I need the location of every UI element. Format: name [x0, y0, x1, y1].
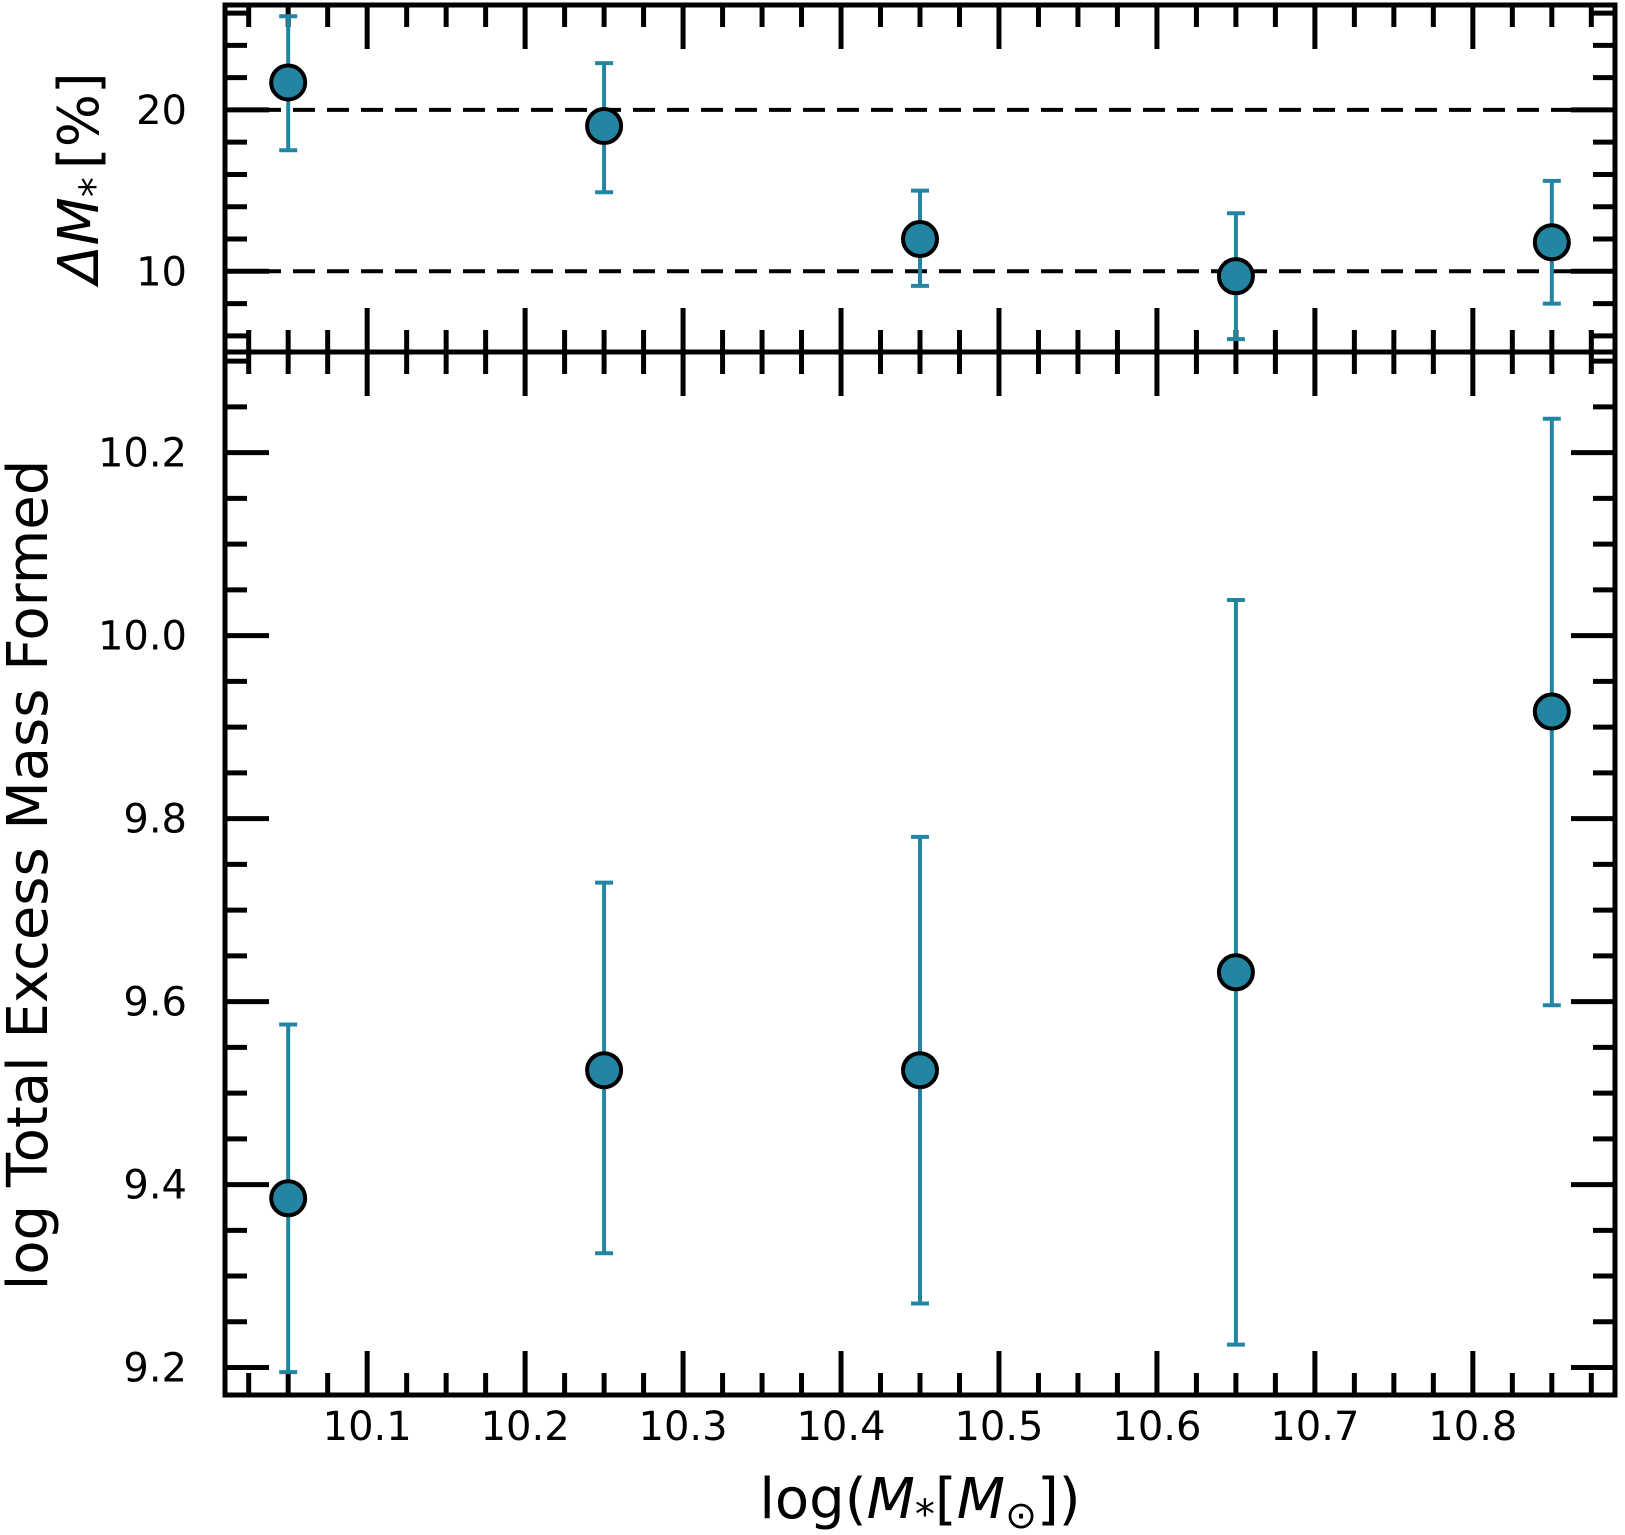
bottom-panel-x-tick-label: 10.5 [954, 1404, 1043, 1450]
bottom-panel-ticks [225, 352, 1615, 1395]
xlabel-prefix: log( [759, 1467, 866, 1532]
xlabel-open: [ [935, 1467, 957, 1532]
xlabel-sun-sub: ⊙ [1005, 1493, 1037, 1535]
bottom-panel: 9.29.49.69.810.010.2 10.1 10.2 10.3 10.4 10.… [0, 349, 1618, 1535]
top-panel-data-point [1216, 257, 1255, 296]
xlabel-sun: M [957, 1467, 1005, 1532]
top-panel-y-axis-title: ΔM* [%] [47, 72, 118, 288]
top-panel-y-tick-label: 10 [136, 249, 187, 295]
bottom-panel-y-tick-label: 9.6 [123, 980, 187, 1026]
top-ylabel-var: M [47, 197, 112, 245]
top-panel-data-point [269, 63, 308, 102]
top-panel-frame [222, 2, 1618, 355]
xlabel-close: ]) [1037, 1467, 1081, 1532]
bottom-panel-y-tick-label: 9.8 [123, 797, 187, 843]
top-panel-markers [269, 63, 1571, 296]
bottom-panel-x-tick-labels: 10.1 10.2 10.3 10.4 10.5 10.6 10.7 10.8 [323, 1404, 1518, 1450]
bottom-panel-y-axis-title: log Total Excess Mass Formed [0, 460, 61, 1291]
top-panel-y-tick-label: 20 [136, 88, 187, 134]
bottom-panel-frame [222, 349, 1618, 1398]
top-panel-data-point [901, 220, 939, 259]
bottom-panel-x-tick-label: 10.8 [1428, 1404, 1517, 1450]
top-ylabel-unit: [%] [47, 72, 112, 169]
bottom-panel-x-tick-label: 10.4 [796, 1404, 885, 1450]
bottom-panel-x-tick-label: 10.7 [1270, 1404, 1359, 1450]
bottom-panel-data-point [585, 1051, 624, 1090]
bottom-panel-data-point [1532, 692, 1571, 731]
top-ylabel-delta: Δ [47, 245, 112, 287]
top-panel-data-point [585, 107, 624, 146]
bottom-panel-y-tick-label: 9.2 [123, 1346, 187, 1392]
top-panel-error-bars [279, 14, 1561, 342]
top-panel-data-point [1532, 223, 1571, 262]
bottom-panel-data-point [269, 1179, 308, 1218]
top-ylabel-sub: * [72, 177, 118, 197]
bottom-panel-error-bars [279, 416, 1561, 1375]
top-panel-ticks [225, 5, 1615, 352]
bottom-panel-data-point [1216, 953, 1255, 992]
bottom-panel-x-tick-label: 10.2 [481, 1404, 570, 1450]
bottom-panel-y-tick-labels: 9.2 9.4 9.6 9.8 10.0 10.2 [98, 431, 187, 1392]
top-panel: 10 20 ΔM* [%] [47, 2, 1618, 355]
top-panel-y-tick-labels: 10 20 [136, 88, 187, 295]
bottom-panel-data-point [901, 1051, 939, 1090]
bottom-panel-x-tick-label: 10.3 [639, 1404, 728, 1450]
xlabel-sub: * [915, 1492, 935, 1535]
xlabel-var: M [867, 1467, 915, 1532]
x-axis-title: log(M*[M⊙]) [759, 1467, 1080, 1535]
bottom-panel-y-tick-label: 9.4 [123, 1163, 187, 1209]
bottom-panel-x-tick-label: 10.1 [323, 1404, 412, 1450]
bottom-panel-y-tick-label: 10.0 [98, 614, 187, 660]
bottom-panel-y-tick-label: 10.2 [98, 431, 187, 477]
bottom-panel-markers [269, 692, 1571, 1218]
bottom-panel-x-tick-label: 10.6 [1112, 1404, 1201, 1450]
